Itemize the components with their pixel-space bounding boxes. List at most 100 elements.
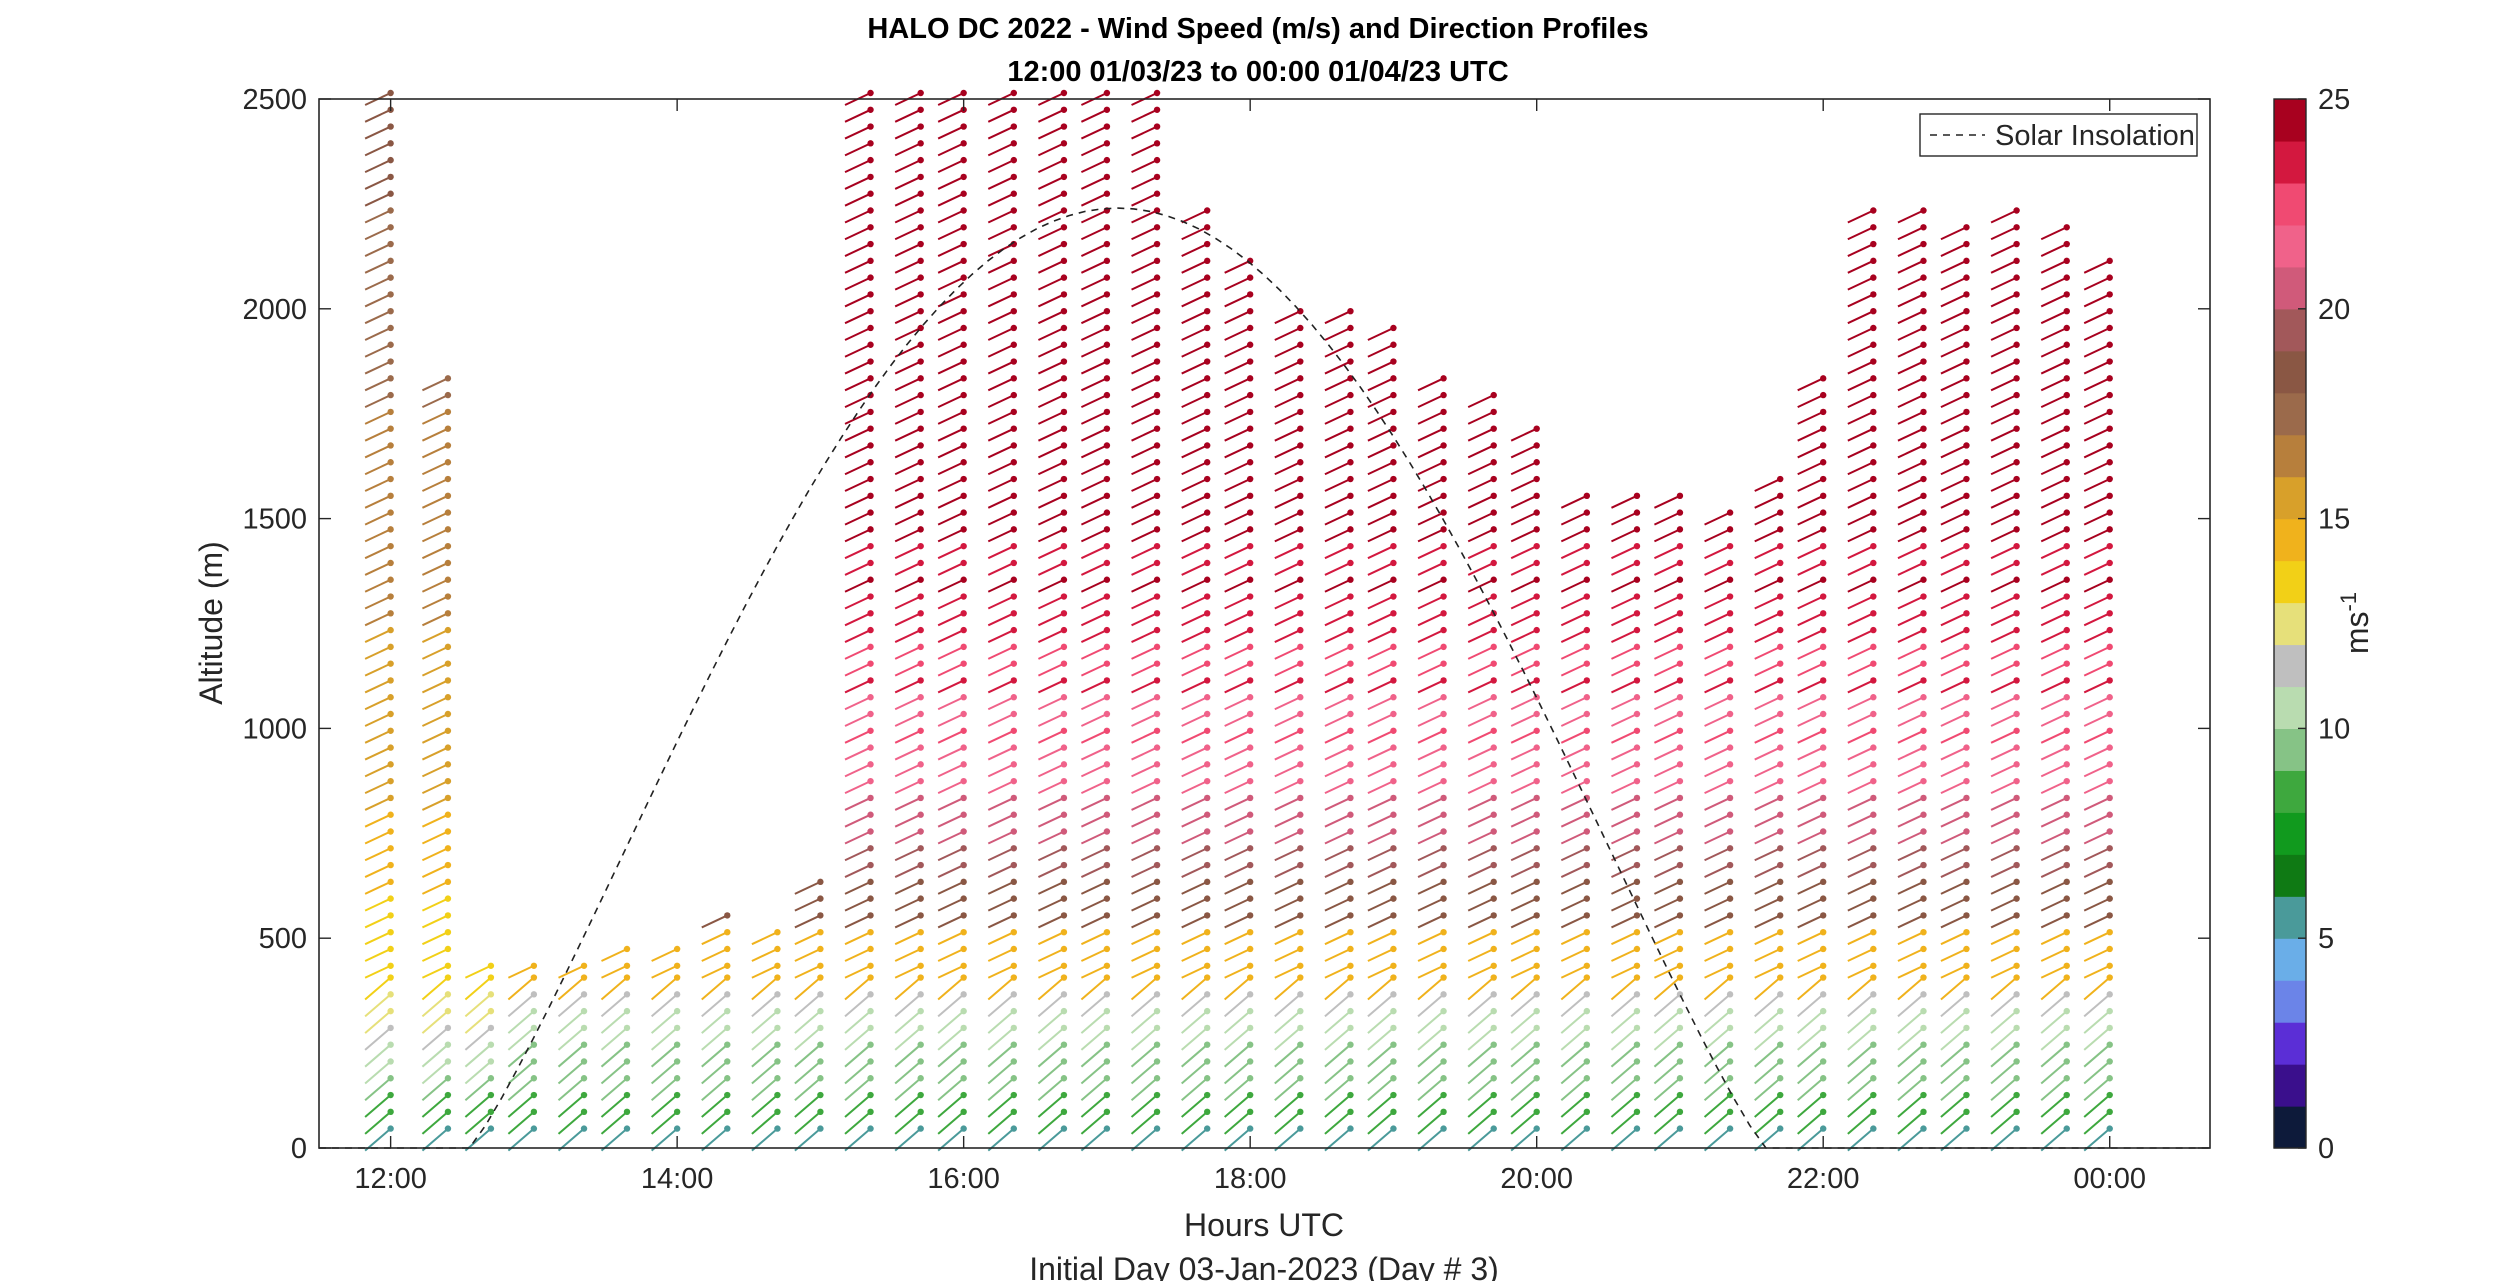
wind-barb-tip (1060, 777, 1068, 785)
wind-barb-tip (1920, 526, 1927, 533)
wind-barb-tip (387, 660, 394, 667)
wind-barb (1181, 511, 1208, 526)
wind-barb-tip (1297, 660, 1304, 667)
wind-barb (1131, 662, 1158, 677)
colorbar-segment (2274, 224, 2306, 268)
wind-barb-tip (724, 929, 731, 936)
wind-barb (1940, 377, 1967, 392)
wind-barb (464, 1127, 492, 1152)
wind-barb-tip (1390, 991, 1397, 998)
wind-barb-tip (1153, 1041, 1161, 1048)
wind-barb (1417, 1111, 1445, 1135)
wind-barb-tip (1103, 224, 1111, 231)
wind-barb-tip (387, 643, 394, 651)
wind-barb-tip (1153, 643, 1161, 651)
wind-barb (1417, 494, 1444, 509)
wind-barb-tip (1676, 576, 1684, 583)
wind-barb (1181, 729, 1208, 744)
wind-barb (1274, 427, 1301, 442)
wind-barb (844, 226, 871, 241)
wind-barb-tip (487, 1075, 495, 1082)
wind-barb (1467, 595, 1495, 610)
wind-barb (844, 159, 871, 174)
wind-barb (1654, 880, 1681, 895)
wind-barb (1080, 645, 1108, 660)
wind-barb-tip (1060, 845, 1068, 852)
wind-barb (1704, 864, 1731, 878)
wind-barb (1080, 662, 1108, 677)
wind-barb-tip (2013, 324, 2020, 332)
wind-barb (1037, 327, 1065, 341)
wind-barb-tip (1246, 744, 1254, 751)
wind-barb (421, 880, 449, 895)
wind-barb (1324, 763, 1351, 778)
wind-barb (464, 1060, 492, 1085)
wind-barb (1367, 948, 1394, 962)
wind-barb (1367, 595, 1394, 610)
wind-barb-tip (387, 509, 394, 516)
wind-barb (1754, 612, 1781, 627)
wind-barb-tip (1246, 962, 1254, 969)
wind-barb (1754, 578, 1781, 593)
wind-barb (1510, 813, 1538, 828)
wind-barb-tip (1583, 962, 1591, 969)
wind-barb (557, 1027, 585, 1051)
wind-barb (1510, 864, 1538, 878)
wind-barb (1181, 964, 1208, 979)
wind-barb (1417, 830, 1444, 845)
wind-barb-tip (2013, 442, 2020, 449)
wind-barb (1847, 595, 1874, 610)
wind-barb-tip (444, 475, 452, 483)
wind-barb-tip (580, 974, 588, 981)
wind-barb (987, 327, 1015, 341)
wind-barb (1990, 897, 2018, 912)
wind-barb-tip (817, 1091, 824, 1099)
wind-barb (1037, 494, 1065, 509)
wind-barb-tip (444, 878, 452, 886)
wind-barb-tip (1246, 974, 1254, 981)
wind-barb-tip (2106, 845, 2113, 852)
wind-barb (1560, 746, 1588, 761)
wind-barb-tip (1583, 744, 1591, 751)
wind-barb-tip (867, 492, 874, 500)
wind-barb (1080, 494, 1108, 509)
wind-barb-tip (1920, 576, 1927, 583)
wind-barb-tip (1583, 895, 1591, 902)
wind-barb-tip (1347, 1075, 1354, 1082)
wind-barb (364, 1094, 392, 1118)
wind-barb-tip (1676, 878, 1684, 886)
wind-barb (1037, 993, 1065, 1018)
wind-barb (844, 125, 871, 140)
wind-barb-tip (1533, 794, 1540, 802)
wind-barb-tip (1347, 744, 1354, 751)
wind-barb-tip (960, 509, 967, 516)
wind-barb (2040, 578, 2068, 593)
wind-barb (1897, 746, 1924, 761)
wind-barb-tip (1203, 610, 1211, 617)
wind-barb (751, 1027, 779, 1051)
wind-barb-tip (2106, 626, 2113, 634)
wind-barb-tip (1103, 861, 1111, 869)
wind-barb (507, 1111, 535, 1135)
wind-barb-tip (1010, 828, 1017, 835)
wind-barb-tip (387, 274, 394, 281)
wind-barb-tip (1676, 1108, 1684, 1116)
wind-barb (987, 897, 1015, 912)
wind-barb (1897, 461, 1924, 476)
wind-barb (1417, 645, 1444, 660)
wind-barb-tip (1010, 207, 1017, 214)
wind-barb (1897, 545, 1924, 560)
wind-barb-tip (1583, 811, 1591, 818)
wind-barb (1467, 780, 1495, 795)
wind-barb-tip (1490, 912, 1497, 919)
wind-barb (1897, 830, 1924, 845)
wind-barb-tip (2013, 425, 2020, 432)
wind-barb (1897, 662, 1924, 677)
wind-barb-tip (1010, 861, 1017, 869)
wind-barb (1990, 1094, 2018, 1118)
wind-barb (1367, 847, 1394, 862)
wind-barb-tip (774, 1125, 781, 1132)
wind-barb-tip (387, 492, 394, 500)
wind-barb (651, 964, 678, 979)
wind-barb (1181, 1027, 1208, 1051)
